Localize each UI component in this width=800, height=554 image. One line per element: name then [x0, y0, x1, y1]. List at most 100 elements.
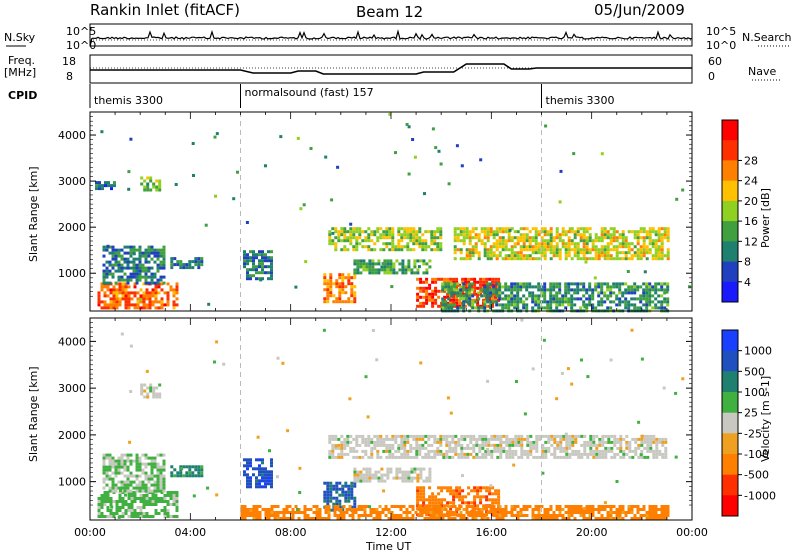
power-cell	[147, 260, 151, 264]
velocity-cell	[486, 517, 490, 520]
velocity-cell	[497, 501, 501, 505]
velocity-cell	[511, 449, 515, 453]
power-cell	[385, 242, 389, 246]
velocity-cell	[435, 511, 439, 514]
velocity-cell	[654, 514, 658, 517]
power-cell	[453, 282, 457, 286]
power-cell	[173, 263, 177, 267]
power-cell	[136, 300, 140, 304]
velocity-cell	[483, 514, 487, 517]
power-cell	[615, 230, 619, 234]
power-cell	[666, 230, 670, 234]
velocity-cell	[508, 437, 512, 441]
power-cell	[621, 245, 625, 249]
velocity-cell	[133, 512, 137, 515]
velocity-cell	[175, 494, 179, 497]
power-cell	[513, 245, 517, 249]
power-cell	[197, 263, 201, 267]
velocity-cell	[108, 456, 112, 460]
power-cell	[118, 282, 122, 286]
power-cell	[102, 278, 106, 282]
power-cell	[371, 262, 375, 266]
power-cell	[657, 227, 661, 231]
power-speckle	[388, 112, 392, 116]
power-cell	[507, 303, 511, 307]
power-cell	[498, 230, 502, 234]
velocity-cell	[156, 474, 160, 478]
velocity-cell	[362, 479, 366, 483]
velocity-cell	[619, 443, 623, 447]
velocity-cell	[182, 474, 186, 478]
power-background	[90, 112, 692, 311]
velocity-cell	[494, 498, 498, 502]
velocity-cell	[427, 455, 431, 459]
velocity-cell	[153, 480, 157, 484]
power-cell	[486, 236, 490, 240]
power-cell	[450, 288, 454, 292]
power-cell	[100, 288, 104, 292]
velocity-cell	[532, 440, 536, 444]
velocity-cell	[574, 449, 578, 453]
velocity-cell	[567, 517, 571, 520]
velocity-cell	[342, 511, 346, 514]
velocity-cell	[577, 434, 581, 438]
power-cell	[446, 295, 450, 299]
power-cell	[335, 282, 339, 286]
power-cell	[507, 236, 511, 240]
velocity-cell	[342, 517, 346, 520]
velocity-cell	[282, 511, 286, 514]
velocity-cell	[138, 465, 142, 469]
power-cell	[525, 233, 529, 237]
velocity-cell	[505, 437, 509, 441]
velocity-cell	[419, 495, 423, 499]
power-cell	[132, 275, 136, 279]
velocity-cell	[105, 471, 109, 475]
velocity-cell	[571, 449, 575, 453]
velocity-cell	[163, 500, 167, 503]
velocity-cell	[603, 505, 607, 508]
power-cell	[648, 233, 652, 237]
power-cell	[132, 248, 136, 252]
power-cell	[498, 245, 502, 249]
power-cell	[112, 297, 116, 301]
velocity-speckle	[298, 466, 302, 470]
velocity-cell	[378, 505, 382, 508]
velocity-cell	[135, 468, 139, 472]
velocity-cell	[243, 511, 247, 514]
velocity-cell	[368, 473, 372, 477]
power-cell	[400, 248, 404, 252]
power-cell	[507, 227, 511, 231]
power-cell	[504, 282, 508, 286]
velocity-cell	[373, 443, 377, 447]
power-cell	[519, 257, 523, 261]
velocity-cell	[549, 508, 553, 511]
power-cell	[135, 269, 139, 273]
velocity-cell	[511, 437, 515, 441]
velocity-cell	[158, 383, 162, 387]
power-cell	[365, 262, 369, 266]
velocity-cell	[523, 449, 527, 453]
velocity-cell	[331, 434, 335, 438]
power-cell	[654, 291, 658, 295]
power-cell	[474, 251, 478, 255]
power-cell	[416, 286, 420, 290]
velocity-cell	[458, 498, 462, 502]
power-cell	[525, 288, 529, 292]
velocity-cell	[577, 455, 581, 459]
power-cell	[328, 242, 332, 246]
velocity-cell	[501, 517, 505, 520]
velocity-cell	[495, 514, 499, 517]
velocity-cell	[258, 470, 261, 474]
power-cell	[153, 251, 157, 255]
power-cell	[337, 233, 341, 237]
velocity-cell	[120, 459, 124, 463]
power-cell	[108, 263, 112, 267]
power-cell	[154, 306, 158, 310]
power-cell	[391, 230, 395, 234]
power-cell	[436, 236, 440, 240]
power-cell	[367, 227, 371, 231]
velocity-cell	[412, 446, 416, 450]
velocity-cell	[288, 505, 292, 508]
velocity-cell	[258, 479, 261, 483]
velocity-cell	[145, 494, 149, 497]
